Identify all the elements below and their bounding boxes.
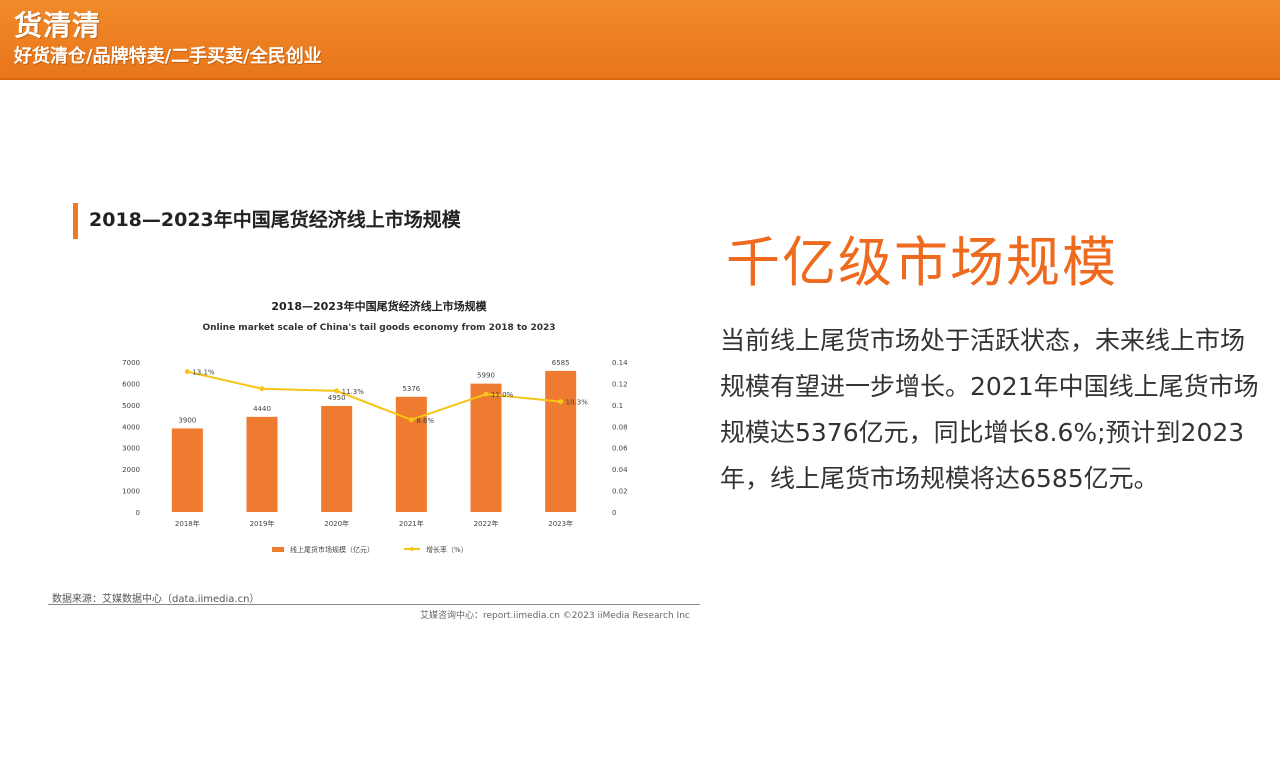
growth-rate-label: 10.3% <box>566 399 589 407</box>
market-scale-chart: 2018—2023年中国尾货经济线上市场规模 Online market scal… <box>122 299 628 554</box>
bar <box>321 405 353 512</box>
y-right-tick-label: 0 <box>612 509 616 517</box>
x-tick-label: 2021年 <box>399 519 424 528</box>
x-tick-label: 2020年 <box>324 519 349 528</box>
y-right-tick-label: 0.14 <box>612 359 628 367</box>
y-right-tick-label: 0.02 <box>612 488 628 496</box>
bar-value-label: 5990 <box>477 372 495 380</box>
y-right-tick-label: 0.04 <box>612 466 628 474</box>
x-tick-label: 2022年 <box>474 519 499 528</box>
y-left-tick-label: 1000 <box>122 488 140 496</box>
y-left-tick-label: 3000 <box>122 445 140 453</box>
bar-value-label: 6585 <box>552 359 570 367</box>
x-tick-label: 2018年 <box>175 519 200 528</box>
top-banner: 货清清 好货清仓/品牌特卖/二手买卖/全民创业 <box>0 0 1280 80</box>
y-left-tick-label: 0 <box>136 509 140 517</box>
x-tick-label: 2023年 <box>548 519 573 528</box>
y-left-tick-label: 2000 <box>122 466 140 474</box>
chart-title: 2018—2023年中国尾货经济线上市场规模 <box>271 299 487 313</box>
y-right-tick-label: 0.1 <box>612 402 623 410</box>
y-right-tick-label: 0.06 <box>612 445 628 453</box>
x-tick-label: 2019年 <box>250 519 275 528</box>
y-right-tick-label: 0.12 <box>612 380 628 388</box>
growth-rate-line <box>187 370 561 421</box>
legend-line-marker <box>410 547 414 551</box>
growth-rate-point <box>408 417 414 423</box>
growth-rate-point <box>483 391 489 397</box>
growth-rate-point <box>184 369 190 375</box>
y-left-tick-label: 6000 <box>122 380 140 388</box>
growth-rate-point <box>334 388 340 394</box>
chart-subtitle: Online market scale of China's tail good… <box>202 323 555 333</box>
y-right-tick-label: 0.08 <box>612 423 628 431</box>
growth-rate-point <box>558 399 564 405</box>
bar <box>171 428 203 512</box>
copyright-note: 艾媒咨询中心：report.iimedia.cn ©2023 iiMedia R… <box>420 611 690 621</box>
bar <box>395 396 427 512</box>
brand-tagline: 好货清仓/品牌特卖/二手买卖/全民创业 <box>14 46 322 67</box>
headline: 千亿级市场规模 <box>726 231 1118 294</box>
growth-rate-label: 11.0% <box>491 391 514 399</box>
legend-line-label: 增长率（%） <box>426 545 468 554</box>
growth-rate-point <box>259 386 265 392</box>
source-divider <box>48 604 700 605</box>
y-left-tick-label: 7000 <box>122 359 140 367</box>
bar-value-label: 5376 <box>402 385 420 393</box>
figure-heading: 2018—2023年中国尾货经济线上市场规模 <box>89 209 461 231</box>
bar-value-label: 4950 <box>328 394 346 402</box>
data-source: 数据来源：艾媒数据中心（data.iimedia.cn） <box>52 594 260 605</box>
growth-rate-label: 11.3% <box>342 388 365 396</box>
legend-bar-label: 线上尾货市场规模（亿元） <box>290 545 374 554</box>
bar-value-label: 3900 <box>178 416 196 424</box>
chart-figure: 2018—2023年中国尾货经济线上市场规模 2018—2023年中国尾货经济线… <box>40 190 710 630</box>
growth-rate-label: 13.1% <box>192 369 215 377</box>
y-left-tick-label: 4000 <box>122 423 140 431</box>
growth-rate-label: 8.6% <box>416 417 434 425</box>
legend-bar-swatch <box>272 547 284 552</box>
bar <box>246 416 278 512</box>
heading-accent-bar <box>73 203 78 239</box>
bar <box>545 370 577 512</box>
body-paragraph: 当前线上尾货市场处于活跃状态，未来线上市场规模有望进一步增长。2021年中国线上… <box>720 326 1259 493</box>
y-left-tick-label: 5000 <box>122 402 140 410</box>
bar <box>470 383 502 512</box>
brand-name: 货清清 <box>14 9 102 42</box>
bar-value-label: 4440 <box>253 405 271 413</box>
